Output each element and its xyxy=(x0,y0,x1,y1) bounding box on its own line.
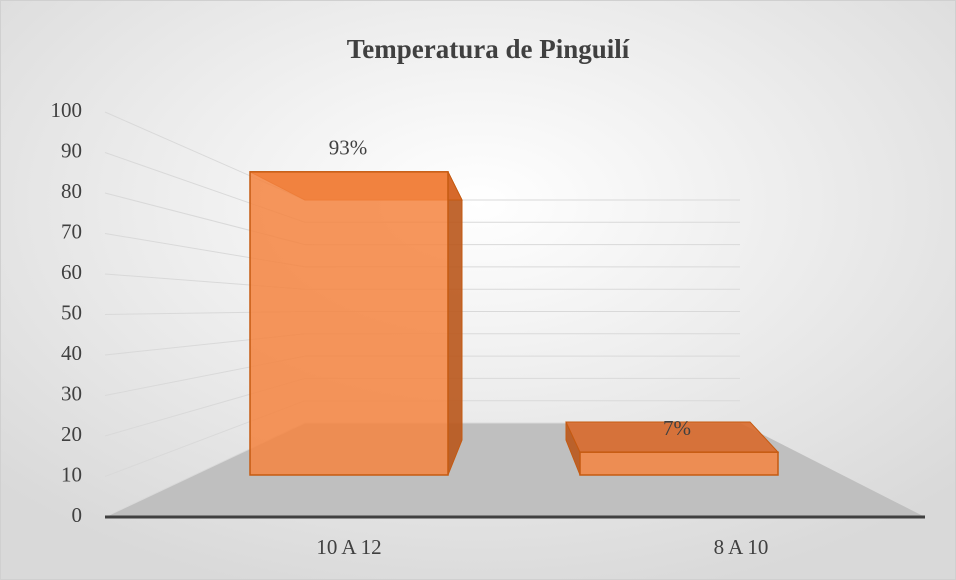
y-tick-label: 0 xyxy=(72,503,83,527)
y-tick-label: 40 xyxy=(61,341,82,365)
y-tick-label: 10 xyxy=(61,462,82,486)
data-label: 7% xyxy=(663,416,691,440)
y-tick-label: 100 xyxy=(51,98,83,122)
y-tick-label: 20 xyxy=(61,422,82,446)
y-tick-label: 70 xyxy=(61,219,82,243)
y-tick-label: 30 xyxy=(61,381,82,405)
bar xyxy=(249,171,449,476)
y-tick-label: 80 xyxy=(61,179,82,203)
y-tick-label: 60 xyxy=(61,260,82,284)
y-tick-label: 50 xyxy=(61,300,82,324)
bar-side xyxy=(447,171,463,476)
x-tick-label: 8 A 10 xyxy=(714,535,769,559)
bar xyxy=(579,451,779,476)
data-label: 93% xyxy=(329,136,368,160)
x-tick-label: 10 A 12 xyxy=(316,535,381,559)
y-tick-label: 90 xyxy=(61,138,82,162)
chart-title: Temperatura de Pinguilí xyxy=(347,34,630,64)
